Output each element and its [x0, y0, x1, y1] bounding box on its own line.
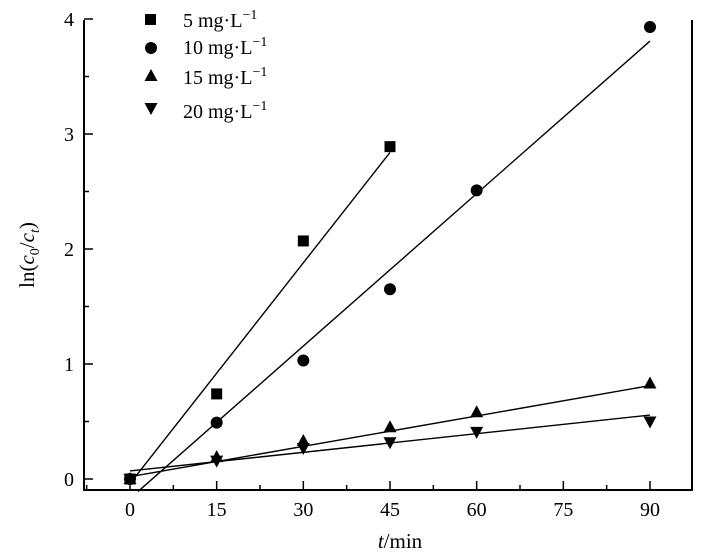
- legend-label-10: 10 mg·L−1: [183, 35, 267, 59]
- fit-line-series-1: [129, 151, 391, 485]
- x-axis-title: t/min: [378, 529, 423, 553]
- x-tick-label: 75: [553, 499, 573, 521]
- legend-marker-triangle-down: [144, 103, 158, 115]
- legend-marker-square: [145, 14, 156, 25]
- point-circle: [644, 21, 656, 34]
- point-circle: [297, 354, 310, 367]
- point-triangle-up: [643, 376, 657, 389]
- point-triangle-down: [210, 455, 224, 468]
- y-tick-label: 0: [64, 469, 74, 491]
- y-axis-title: ln(c0/ct): [15, 222, 43, 288]
- x-tick-label: 30: [293, 499, 313, 521]
- x-tick-label: 90: [640, 499, 660, 521]
- x-tick-label: 45: [380, 499, 400, 521]
- legend-label-20: 20 mg·L−1: [183, 99, 267, 123]
- legend-marker-circle: [145, 42, 157, 54]
- point-circle: [470, 184, 483, 197]
- tick-marks: [84, 18, 651, 490]
- y-tick-label: 4: [64, 9, 74, 31]
- point-triangle-down: [470, 426, 484, 439]
- y-tick-label: 3: [64, 124, 74, 146]
- legend: 5 mg·L−1 10 mg·L−1 15 mg·L−1 20 mg·L−1: [144, 8, 267, 123]
- legend-label-5: 5 mg·L−1: [183, 8, 257, 32]
- point-square: [384, 141, 396, 153]
- point-triangle-up: [383, 420, 397, 433]
- point-square: [297, 235, 309, 247]
- fit-line-series-2: [137, 40, 651, 492]
- point-circle: [210, 416, 223, 429]
- point-triangle-down: [383, 437, 397, 450]
- data-markers: [123, 21, 657, 486]
- legend-label-15: 15 mg·L−1: [183, 65, 267, 89]
- point-triangle-down: [296, 442, 310, 455]
- x-tick-label: 15: [207, 499, 227, 521]
- y-tick-label: 2: [64, 239, 74, 261]
- point-triangle-down: [643, 416, 657, 429]
- x-tick-label: 0: [125, 499, 135, 521]
- legend-marker-triangle-up: [144, 69, 158, 81]
- plot-frame: [83, 20, 693, 491]
- tick-labels: 0 15 30 45 60 75 90 0 1 2 3 4: [64, 9, 660, 521]
- point-circle: [384, 283, 396, 296]
- point-triangle-up: [470, 405, 484, 418]
- x-tick-label: 60: [467, 499, 487, 521]
- point-triangle-down: [123, 474, 137, 486]
- point-square: [211, 388, 223, 400]
- y-tick-label: 1: [64, 354, 74, 376]
